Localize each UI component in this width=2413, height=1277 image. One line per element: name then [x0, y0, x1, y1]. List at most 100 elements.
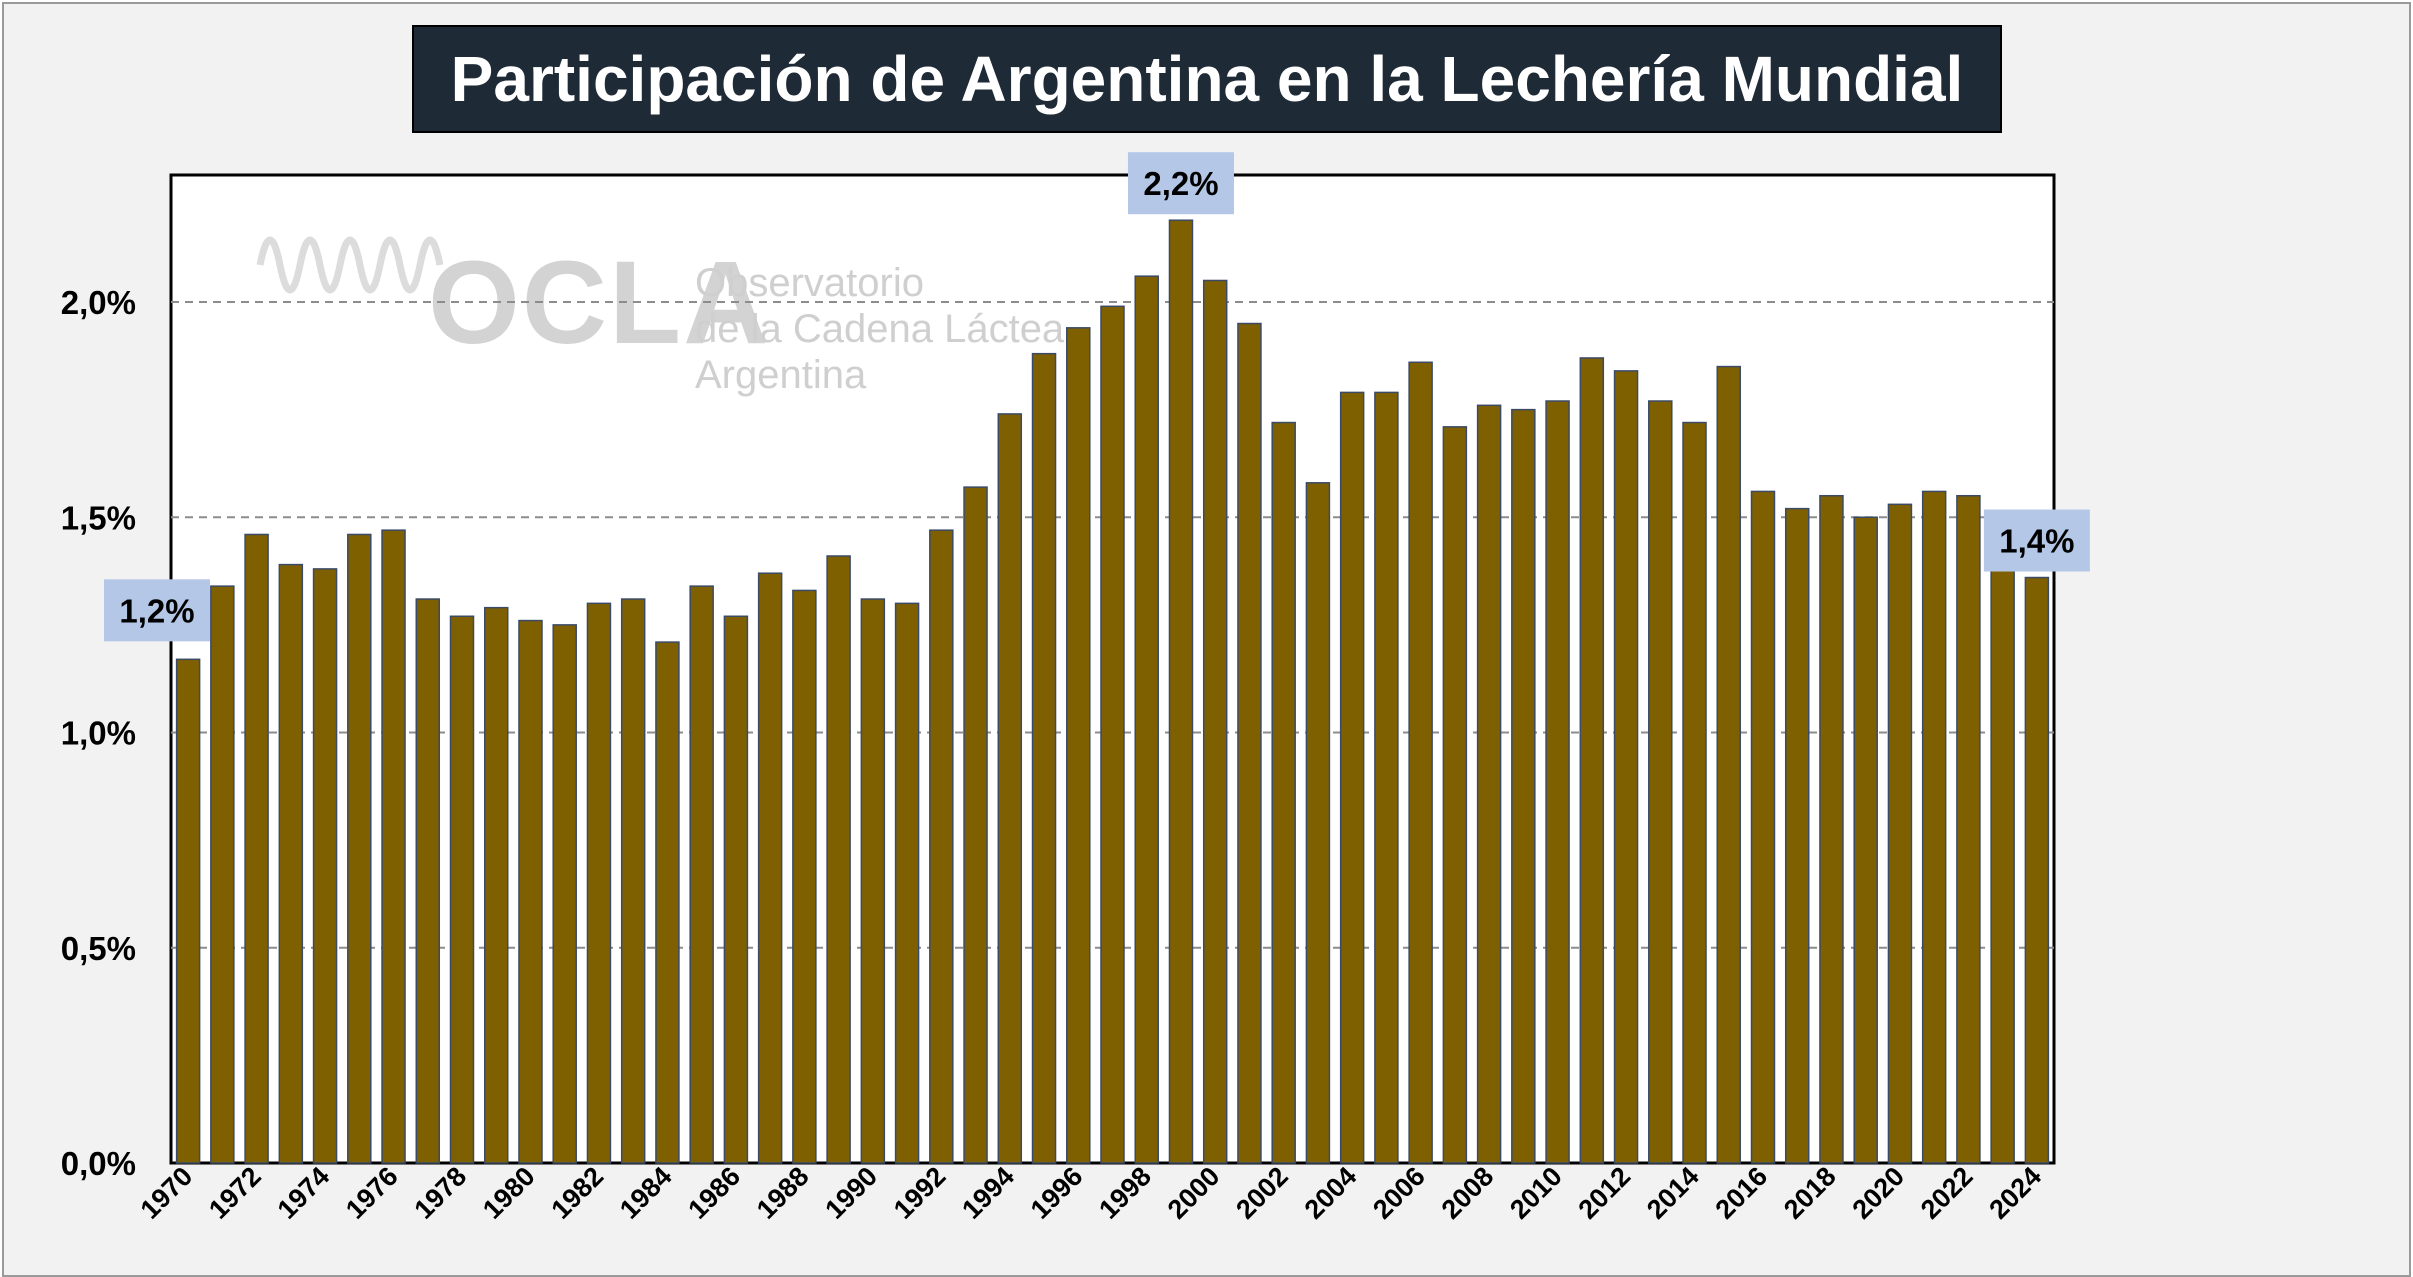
callout-box: [1127, 152, 1234, 215]
callout-label: 1,2%: [119, 592, 194, 629]
bar-1975: [347, 533, 372, 1164]
bar-1983: [620, 598, 646, 1164]
bar-1990: [860, 598, 886, 1164]
x-tick-label: 2002: [1230, 1161, 1294, 1225]
bar-1976: [381, 529, 406, 1164]
bar-1977: [415, 598, 441, 1164]
bar-1988: [792, 589, 817, 1164]
y-tick-label: 0,0%: [61, 1145, 136, 1182]
bar-2017: [1784, 507, 1810, 1164]
bar-2016: [1750, 490, 1776, 1164]
bar-2009: [1511, 408, 1536, 1164]
x-tick-label: 2020: [1846, 1161, 1910, 1225]
y-tick-label: 1,5%: [61, 499, 136, 536]
x-tick-label: 2012: [1573, 1161, 1637, 1225]
watermark-line-3: Argentina: [695, 353, 867, 397]
bar-1981: [552, 624, 577, 1164]
bar-1987: [757, 572, 783, 1164]
x-tick-label: 2022: [1915, 1161, 1979, 1225]
bar-2006: [1408, 361, 1433, 1164]
bar-2011: [1579, 357, 1605, 1164]
bar-2015: [1716, 365, 1742, 1164]
bar-1994: [997, 413, 1023, 1164]
x-tick-label: 2000: [1162, 1161, 1226, 1225]
bar-1980: [518, 619, 543, 1164]
bar-1996: [1066, 327, 1091, 1164]
bar-2021: [1921, 490, 1947, 1164]
bar-1999: [1168, 219, 1194, 1164]
y-tick-label: 1,0%: [61, 715, 136, 752]
x-tick-label: 1996: [1025, 1161, 1089, 1225]
x-tick-label: 2010: [1504, 1161, 1568, 1225]
x-tick-label: 1978: [409, 1161, 473, 1225]
x-tick-label: 1990: [819, 1161, 883, 1225]
bar-1982: [586, 602, 612, 1164]
bar-2023: [1990, 550, 2015, 1164]
bar-1993: [963, 486, 988, 1164]
bar-2020: [1887, 503, 1913, 1164]
bar-1989: [826, 555, 851, 1164]
bar-1972: [244, 533, 269, 1164]
x-tick-label: 1974: [272, 1161, 336, 1225]
callout-box: [104, 579, 210, 642]
bar-1979: [483, 606, 509, 1164]
bar-2003: [1305, 482, 1331, 1164]
bar-2018: [1819, 494, 1844, 1164]
bar-2022: [1956, 494, 1981, 1164]
x-tick-label: 2006: [1367, 1161, 1431, 1225]
bar-1991: [894, 602, 920, 1164]
bar-2013: [1648, 400, 1673, 1164]
callout-label: 2,2%: [1143, 165, 1218, 202]
x-tick-label: 1986: [682, 1161, 746, 1225]
bar-1997: [1100, 305, 1125, 1164]
bar-2002: [1271, 421, 1296, 1164]
bar-1974: [312, 568, 338, 1164]
y-tick-label: 2,0%: [61, 284, 136, 321]
bar-2004: [1339, 391, 1365, 1164]
bar-2019: [1853, 516, 1878, 1164]
bar-1992: [929, 529, 954, 1164]
x-tick-label: 2018: [1778, 1161, 1842, 1225]
x-tick-label: 2014: [1641, 1161, 1705, 1225]
bar-1978: [449, 615, 475, 1164]
bar-1995: [1031, 352, 1057, 1164]
bar-2024: [2024, 576, 2050, 1164]
y-tick-label: 0,5%: [61, 930, 136, 967]
bar-2012: [1613, 370, 1639, 1164]
callout-label: 1,4%: [1999, 523, 2074, 560]
x-tick-label: 2008: [1436, 1161, 1500, 1225]
bar-1986: [723, 615, 749, 1164]
bar-1973: [278, 563, 304, 1164]
x-tick-label: 1988: [751, 1161, 815, 1225]
bar-1985: [689, 585, 714, 1164]
watermark-line-1: Observatorio: [695, 261, 924, 305]
bar-1970: [175, 658, 201, 1164]
bar-2001: [1237, 322, 1262, 1164]
x-tick-label: 1976: [340, 1161, 404, 1225]
x-tick-label: 1984: [614, 1161, 678, 1225]
bar-1998: [1134, 275, 1159, 1164]
wave-icon: [256, 236, 444, 294]
x-tick-label: 2004: [1299, 1161, 1363, 1225]
bar-2007: [1442, 426, 1468, 1164]
x-tick-label: 1980: [477, 1161, 541, 1225]
bar-2010: [1545, 400, 1570, 1164]
chart-title: Participación de Argentina en la Lecherí…: [412, 25, 2002, 133]
x-tick-label: 2024: [1983, 1161, 2047, 1225]
callout-box: [1983, 509, 2090, 572]
bar-2014: [1682, 421, 1707, 1164]
x-tick-label: 1998: [1093, 1161, 1157, 1225]
x-tick-label: 2016: [1710, 1161, 1774, 1225]
bar-2008: [1476, 404, 1502, 1164]
x-tick-label: 1982: [546, 1161, 610, 1225]
bar-1984: [655, 641, 680, 1164]
x-tick-label: 1970: [135, 1161, 199, 1225]
x-tick-label: 1994: [956, 1161, 1020, 1225]
bar-2000: [1202, 279, 1228, 1164]
bar-1971: [210, 585, 235, 1164]
x-tick-label: 1992: [888, 1161, 952, 1225]
watermark-line-2: de la Cadena Láctea: [695, 307, 1065, 351]
bar-2005: [1374, 391, 1399, 1164]
x-tick-label: 1972: [203, 1161, 267, 1225]
